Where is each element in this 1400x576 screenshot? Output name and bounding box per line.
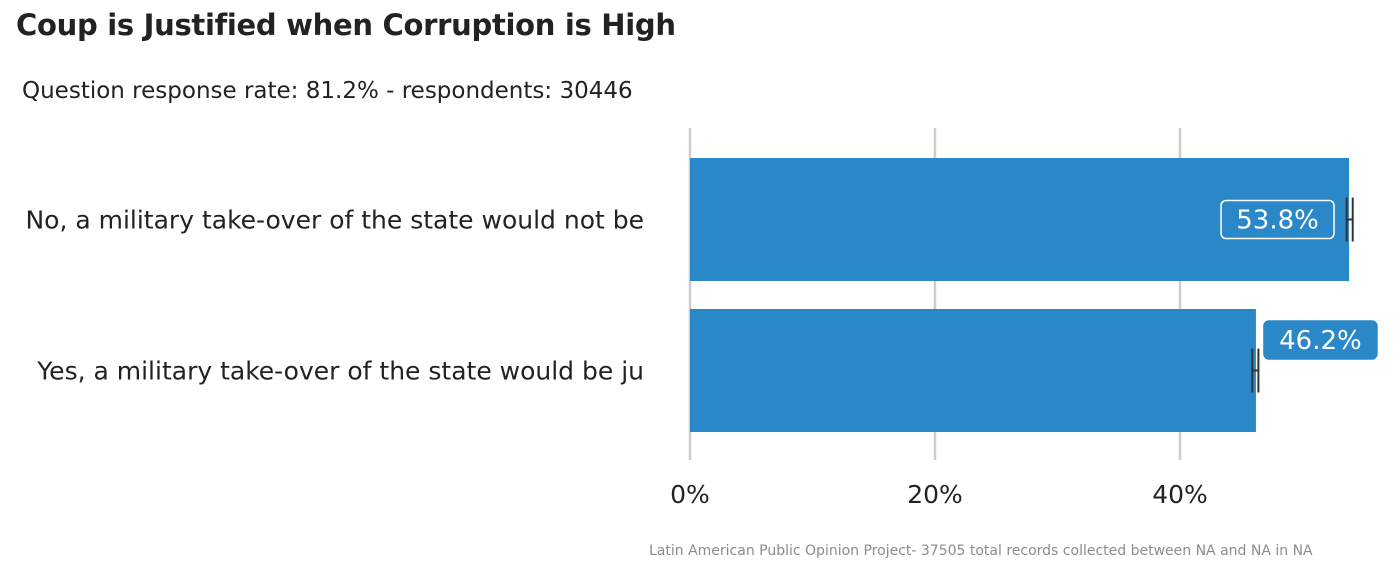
data-label: 53.8% <box>1236 206 1319 236</box>
bar <box>690 309 1256 432</box>
x-tick-label: 40% <box>1152 480 1208 509</box>
category-label: No, a military take-over of the state wo… <box>25 206 644 235</box>
chart-subtitle: Question response rate: 81.2% - responde… <box>22 78 633 104</box>
category-label: Yes, a military take-over of the state w… <box>36 357 644 386</box>
x-tick-label: 0% <box>670 480 710 509</box>
x-tick-label: 20% <box>907 480 963 509</box>
chart-caption: Latin American Public Opinion Project- 3… <box>649 543 1313 559</box>
data-label-box <box>1263 320 1378 360</box>
data-label: 46.2% <box>1279 326 1362 356</box>
data-label-box <box>1220 199 1335 240</box>
chart-title: Coup is Justified when Corruption is Hig… <box>16 8 676 42</box>
